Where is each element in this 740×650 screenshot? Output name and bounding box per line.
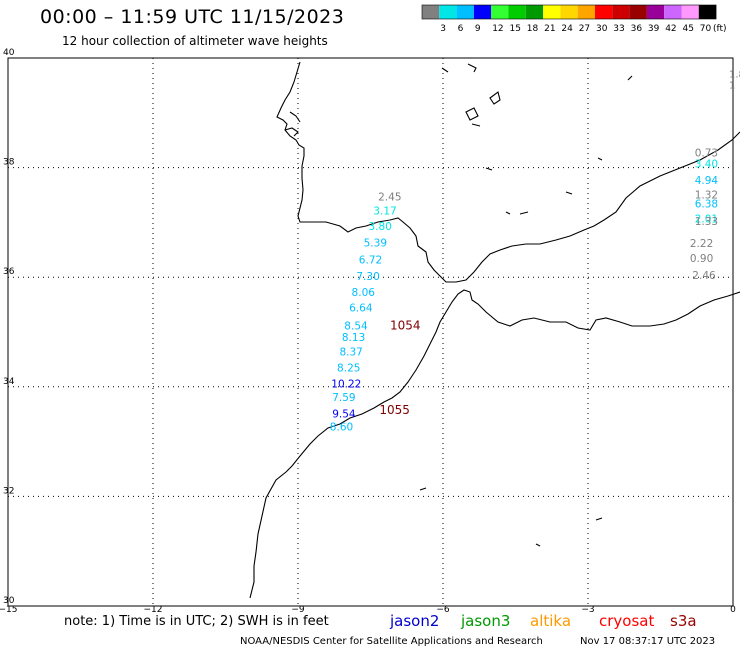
scale-tick-label: 70 xyxy=(700,24,712,34)
satellite-legend: jason2 jason3 altika cryosat s3a xyxy=(389,612,697,630)
track-id-label: 1055 xyxy=(379,403,410,417)
scale-tick-label: 12 xyxy=(492,24,503,34)
swh-value-label: 8.13 xyxy=(342,332,365,344)
scale-swatch xyxy=(629,5,647,19)
scale-tick-label: 18 xyxy=(527,24,539,34)
swh-value-label: 2.45 xyxy=(378,191,401,203)
swh-track-labels: 2.45 3.17 3.80 5.39 6.72 7.30 8.06 6.64 8.548.13… xyxy=(330,148,719,434)
scale-border xyxy=(421,4,717,20)
scale-swatch xyxy=(422,5,440,19)
scale-tick-label: 3 xyxy=(440,24,446,34)
lat-tick-label: 36 xyxy=(3,267,15,277)
lon-tick-label: −9 xyxy=(291,605,305,615)
lon-tick-label: −6 xyxy=(436,605,450,615)
swh-value-label: 5.39 xyxy=(364,238,387,250)
scale-tick-label: 21 xyxy=(544,24,555,34)
scale-swatch xyxy=(681,5,699,19)
map-border xyxy=(7,57,734,607)
scale-swatch xyxy=(577,5,595,19)
lat-tick-label: 34 xyxy=(3,377,15,387)
scale-swatch xyxy=(473,5,492,19)
swh-value-label: 8.60 xyxy=(330,422,353,434)
swh-value-label: 4.94 xyxy=(695,175,719,187)
swh-value-label: 2.46 xyxy=(692,270,716,282)
map-subtitle: 12 hour collection of altimeter wave hei… xyxy=(62,34,328,48)
swh-value-label: 7.30 xyxy=(356,271,379,283)
track-id-label: 1054 xyxy=(390,318,421,332)
scale-swatch xyxy=(439,5,457,19)
swh-value-label: 3.40 xyxy=(695,159,718,171)
swh-value-label: 9.54 xyxy=(332,408,356,420)
satellite-legend-item: jason3 xyxy=(460,612,510,630)
satellite-legend-item: altika xyxy=(530,612,571,630)
swh-value-label: 8.25 xyxy=(337,362,360,374)
scale-tick-label: 39 xyxy=(648,24,660,34)
coastline xyxy=(249,61,740,599)
scale-tick-label: 24 xyxy=(561,24,573,34)
track-id-labels: 1054 1055 xyxy=(379,318,420,417)
scale-tick-label: 33 xyxy=(613,24,624,34)
footer-note: note: 1) Time is in UTC; 2) SWH is in fe… xyxy=(64,614,329,629)
scale-tick-label: 30 xyxy=(596,24,608,34)
scale-swatch xyxy=(491,5,509,19)
scale-tick-label: 36 xyxy=(631,24,643,34)
footer-credit: NOAA/NESDIS Center for Satellite Applica… xyxy=(240,636,543,647)
scale-tick-label: 42 xyxy=(665,24,676,34)
lon-tick-label: 0 xyxy=(730,605,736,615)
satellite-legend-item: jason2 xyxy=(389,612,439,630)
scale-swatch xyxy=(698,5,717,19)
lat-tick-label: 32 xyxy=(3,486,14,496)
swh-value-label: 1.32 xyxy=(695,189,718,201)
swh-value-label: 8.37 xyxy=(339,347,362,359)
lat-tick-label: 40 xyxy=(3,48,15,58)
lon-tick-label: −15 xyxy=(0,605,18,615)
map-title: 00:00 – 11:59 UTC 11/15/2023 xyxy=(40,6,345,28)
scale-swatch xyxy=(525,5,544,19)
swh-value-label: 6.72 xyxy=(359,255,382,267)
swh-value-label: 10.22 xyxy=(331,378,361,390)
swh-value-label: 8.06 xyxy=(352,287,376,299)
swh-value-label: 0.73 xyxy=(695,148,718,160)
footer-timestamp: Nov 17 08:37:17 UTC 2023 xyxy=(580,636,715,647)
scale-swatch xyxy=(612,5,630,19)
scale-tick-label: 6 xyxy=(458,24,464,34)
edge-labels: 1.81 xyxy=(729,70,740,92)
scale-swatch xyxy=(543,5,561,19)
lat-tick-label: 30 xyxy=(3,596,15,606)
scale-swatch xyxy=(664,5,682,19)
lat-tick-label: 38 xyxy=(3,158,15,168)
scale-swatch xyxy=(646,5,665,19)
swh-value-label: 2.01 xyxy=(695,213,718,225)
edge-value-label: 1 xyxy=(729,81,735,92)
edge-value-label: 1.8 xyxy=(729,70,740,81)
swh-value-label: 3.80 xyxy=(368,221,391,233)
satellite-legend-item: s3a xyxy=(670,612,697,630)
swh-value-label: 2.22 xyxy=(690,238,713,250)
scale-tick-label: 45 xyxy=(683,24,694,34)
swh-value-label: 3.17 xyxy=(373,206,396,218)
swh-value-label: 6.38 xyxy=(695,199,718,211)
scale-swatch xyxy=(456,5,474,19)
scale-swatch xyxy=(595,5,613,19)
lon-tick-label: −12 xyxy=(144,605,163,615)
scale-tick-label: 15 xyxy=(510,24,521,34)
scale-swatch xyxy=(560,5,578,19)
map-frame: −15 −12 −9 −6 −3 0 30 32 34 36 38 40 xyxy=(0,48,736,615)
scale-swatch xyxy=(508,5,526,19)
lon-tick-label: −3 xyxy=(581,605,594,615)
swh-value-label: 0.90 xyxy=(690,253,713,265)
scale-tick-label: 27 xyxy=(579,24,590,34)
swh-value-label: 6.64 xyxy=(349,303,373,315)
satellite-legend-item: cryosat xyxy=(599,612,654,630)
wave-height-color-scale: 3 6 9 12 15 18 21 24 27 30 33 36 39 42 45 70 xyxy=(421,4,717,34)
scale-unit-label: (ft) xyxy=(713,24,727,34)
swh-value-label: 8.54 xyxy=(344,320,368,332)
scale-tick-label: 9 xyxy=(475,24,481,34)
swh-value-label: 7.59 xyxy=(332,392,355,404)
swh-value-label: 1.33 xyxy=(695,216,718,228)
